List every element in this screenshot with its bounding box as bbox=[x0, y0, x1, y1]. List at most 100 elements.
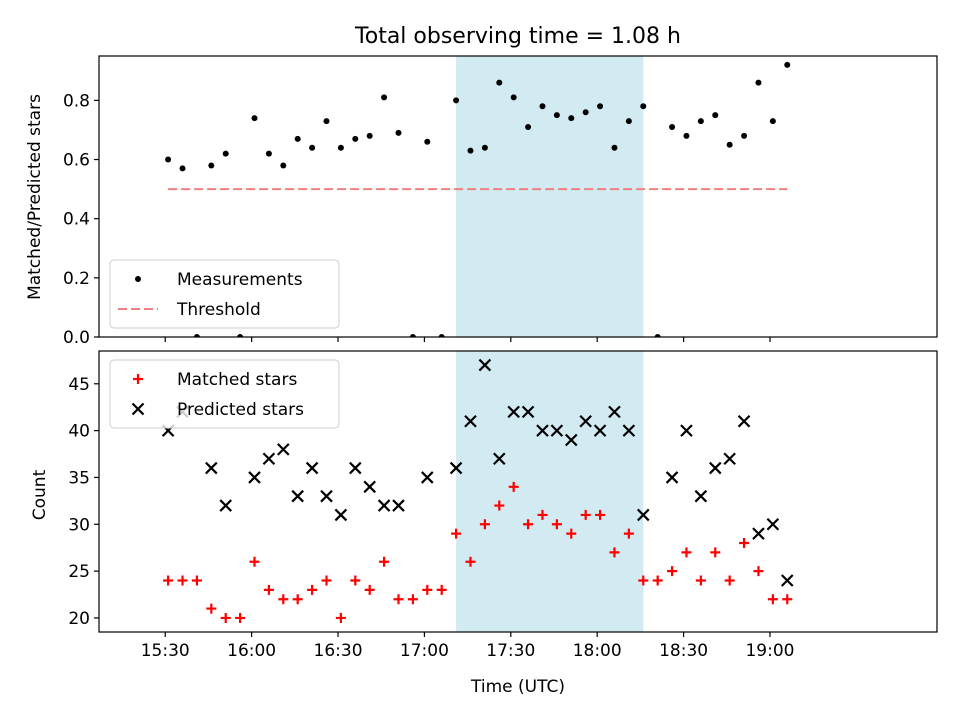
matched-point bbox=[465, 556, 476, 567]
legend-label: Matched stars bbox=[177, 370, 297, 390]
measurement-point bbox=[222, 150, 229, 157]
predicted-point bbox=[723, 452, 736, 465]
predicted-point bbox=[363, 480, 376, 494]
x-axis-label: Time (UTC) bbox=[470, 677, 565, 697]
matched-point bbox=[177, 575, 188, 586]
y-tick-label: 45 bbox=[68, 375, 90, 395]
measurement-point bbox=[309, 144, 316, 151]
y-tick-label: 0.0 bbox=[63, 328, 90, 348]
measurement-point bbox=[553, 112, 560, 119]
measurement-point bbox=[438, 334, 445, 337]
y-tick-label: 0.2 bbox=[63, 269, 90, 289]
measurement-point bbox=[755, 79, 762, 86]
top-panel: 0.0 0.2 0.4 0.6 0.8 Measurements Threshold bbox=[63, 55, 938, 348]
predicted-point bbox=[478, 358, 492, 372]
predicted-point bbox=[766, 518, 780, 531]
highlight-band bbox=[456, 56, 644, 337]
predicted-point bbox=[780, 574, 794, 587]
bottom-y-axis-label: Count bbox=[30, 469, 50, 520]
measurement-point bbox=[395, 129, 402, 136]
measurement-point bbox=[251, 115, 258, 122]
y-tick-label: 30 bbox=[68, 515, 90, 535]
legend-label: Measurements bbox=[177, 270, 303, 290]
predicted-point bbox=[536, 424, 549, 437]
y-tick-label: 0.6 bbox=[63, 151, 90, 171]
predicted-point bbox=[550, 424, 564, 437]
matched-point bbox=[364, 584, 375, 595]
y-tick-label: 20 bbox=[68, 609, 90, 629]
series-matched-stars bbox=[163, 481, 793, 623]
x-tick-label: 18:30 bbox=[659, 641, 708, 661]
highlight-band bbox=[456, 351, 644, 632]
measurement-point bbox=[179, 165, 186, 172]
bottom-panel: 20 25 30 35 40 45 15:30 16:00 16:30 17:00 17:30 18:… bbox=[68, 350, 938, 661]
measurement-point bbox=[640, 103, 647, 110]
x-tick-label: 18:00 bbox=[573, 641, 622, 661]
measurement-point bbox=[697, 118, 704, 125]
figure-title: Total observing time = 1.08 h bbox=[354, 24, 681, 49]
predicted-point bbox=[665, 471, 679, 484]
predicted-point bbox=[752, 527, 765, 540]
measurement-point bbox=[337, 144, 344, 151]
measurement-point bbox=[237, 334, 244, 337]
measurement-point bbox=[294, 135, 301, 142]
predicted-point bbox=[636, 508, 650, 522]
matched-point bbox=[350, 575, 361, 586]
measurement-point bbox=[165, 156, 172, 163]
predicted-point bbox=[421, 471, 434, 484]
plot-area bbox=[161, 358, 794, 623]
matched-point bbox=[422, 584, 433, 595]
matched-point bbox=[767, 594, 778, 605]
predicted-point bbox=[349, 461, 362, 475]
series-measurements bbox=[165, 61, 791, 337]
matched-point bbox=[667, 566, 678, 577]
matched-point bbox=[695, 575, 706, 586]
measurement-point bbox=[625, 118, 632, 125]
matched-point bbox=[753, 566, 764, 577]
matched-point bbox=[235, 612, 246, 623]
legend-marker bbox=[133, 374, 143, 384]
y-tick-label: 40 bbox=[68, 422, 90, 442]
measurement-point bbox=[208, 162, 215, 169]
measurement-point bbox=[669, 123, 676, 130]
series-predicted-stars bbox=[161, 358, 794, 587]
matched-point bbox=[782, 594, 793, 605]
matched-point bbox=[220, 612, 231, 623]
predicted-point bbox=[305, 461, 319, 475]
predicted-point bbox=[593, 424, 607, 437]
matched-point bbox=[278, 594, 289, 605]
matched-point bbox=[393, 594, 404, 605]
matched-point bbox=[681, 547, 692, 558]
legend-box bbox=[109, 359, 340, 429]
matched-point bbox=[321, 575, 332, 586]
measurement-point bbox=[582, 109, 589, 116]
measurement-point bbox=[784, 61, 791, 68]
matched-point bbox=[739, 538, 750, 549]
matched-point bbox=[191, 575, 202, 586]
predicted-point bbox=[464, 414, 477, 428]
axes-frame bbox=[98, 55, 938, 338]
predicted-point bbox=[680, 424, 693, 437]
measurement-point bbox=[467, 147, 474, 154]
measurement-point bbox=[453, 97, 460, 104]
y-tick-label: 25 bbox=[68, 562, 90, 582]
measurement-point bbox=[597, 103, 604, 110]
matched-point bbox=[508, 481, 519, 492]
measurement-point bbox=[741, 132, 748, 139]
matched-point bbox=[307, 584, 318, 595]
matched-point bbox=[595, 509, 606, 520]
matched-point bbox=[479, 519, 490, 530]
x-tick-label: 16:00 bbox=[227, 641, 276, 661]
matched-point bbox=[580, 509, 591, 520]
legend-label: Threshold bbox=[176, 300, 261, 320]
y-tick-label: 35 bbox=[68, 468, 90, 488]
predicted-point bbox=[564, 433, 578, 447]
matched-point bbox=[292, 594, 303, 605]
legend: Measurements Threshold bbox=[109, 259, 340, 329]
predicted-point bbox=[334, 508, 348, 522]
measurement-point bbox=[712, 112, 719, 119]
measurement-point bbox=[525, 123, 532, 130]
legend: Matched stars Predicted stars bbox=[109, 359, 340, 429]
predicted-point bbox=[507, 405, 520, 419]
measurement-point bbox=[510, 94, 517, 101]
